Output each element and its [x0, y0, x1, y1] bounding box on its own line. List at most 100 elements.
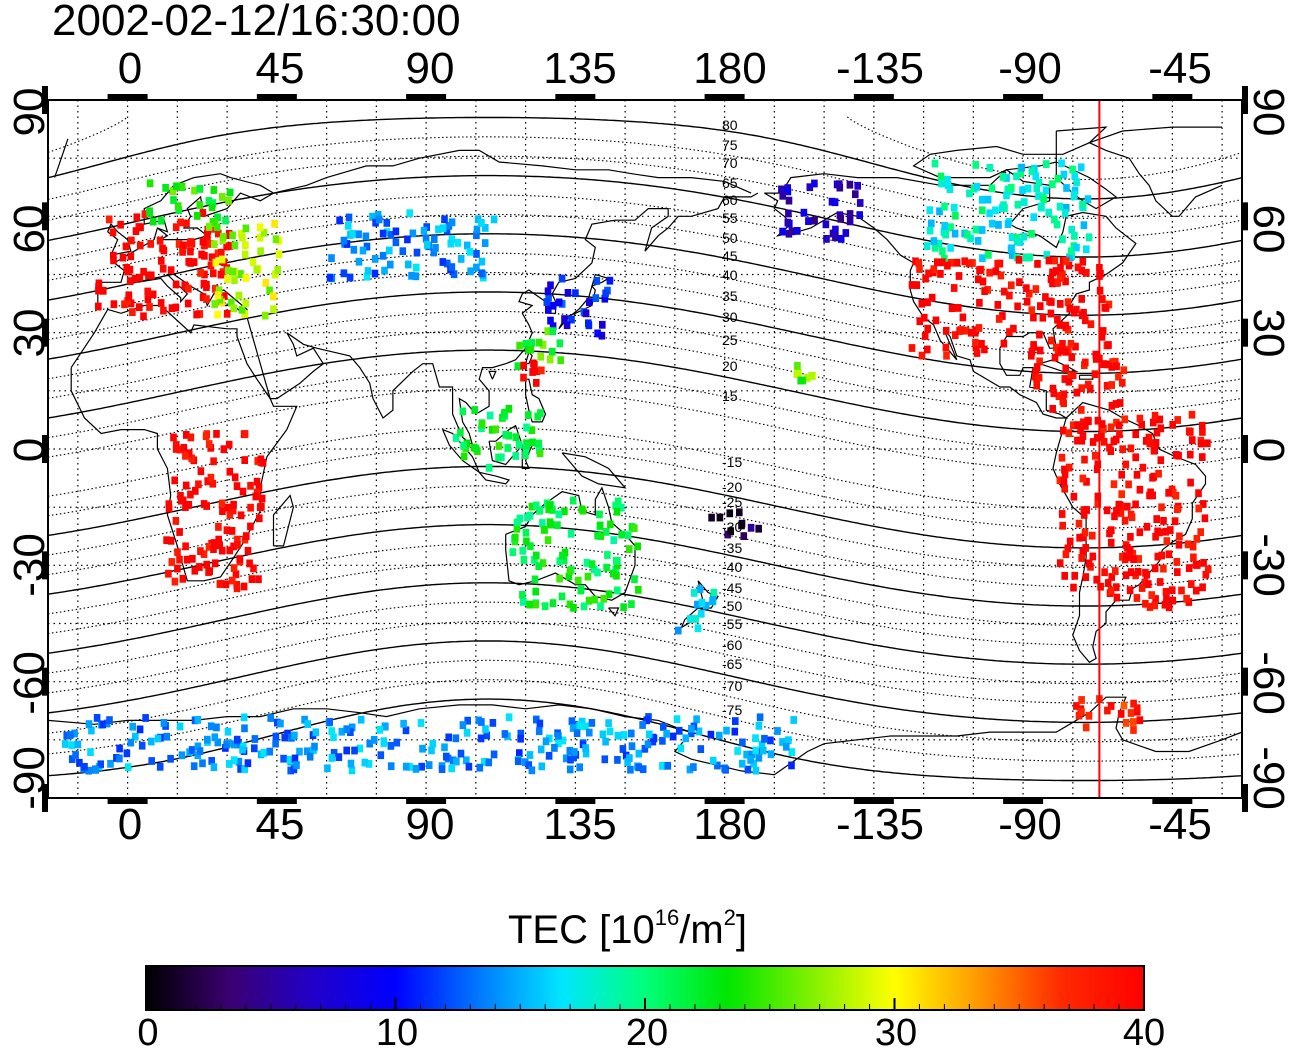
tec-cell — [560, 556, 568, 565]
tec-cell — [974, 237, 982, 245]
tec-cell — [242, 241, 249, 250]
tec-cell — [343, 746, 350, 755]
tec-cell — [351, 746, 358, 755]
tec-cell — [365, 760, 373, 768]
tec-cell — [370, 736, 378, 744]
tec-cell — [709, 756, 717, 765]
tec-cell — [721, 764, 728, 773]
tec-cell — [176, 528, 183, 536]
tec-cell — [1082, 422, 1089, 430]
tec-cell — [1063, 184, 1070, 192]
tec-cell — [383, 228, 391, 237]
tec-cell — [784, 218, 792, 227]
tec-cell — [660, 723, 667, 731]
tec-cell — [271, 270, 279, 279]
tec-cell — [1070, 492, 1078, 501]
tec-cell — [1098, 432, 1105, 441]
tec-cell — [695, 727, 703, 736]
tec-cell — [1107, 586, 1115, 595]
tec-cell — [196, 185, 204, 193]
tec-cell — [928, 219, 935, 228]
tec-cell — [1188, 410, 1196, 419]
tec-cell — [995, 221, 1002, 229]
tec-cell — [211, 285, 219, 293]
tec-cell — [1113, 507, 1120, 515]
tec-cell — [428, 746, 435, 755]
tec-cell — [359, 246, 367, 255]
tec-cell — [533, 367, 541, 376]
tec-cell — [1089, 552, 1097, 561]
tec-cell — [544, 327, 551, 336]
tec-cell — [1157, 456, 1165, 465]
tec-cell — [926, 206, 934, 215]
tec-cell — [196, 201, 204, 209]
tec-cell — [452, 434, 460, 442]
tec-cell — [211, 733, 219, 742]
tec-cell — [564, 289, 572, 297]
tec-cell — [1150, 472, 1158, 481]
tec-cell — [924, 298, 931, 307]
tec-cell — [363, 242, 371, 251]
tec-cell — [457, 428, 464, 437]
lon-tick-bar-bottom — [107, 798, 148, 804]
tec-cell — [158, 256, 165, 265]
lat-tick-bar-left — [42, 86, 48, 114]
tec-cell — [355, 257, 363, 266]
tec-cell — [1117, 509, 1125, 517]
tec-cell — [197, 269, 204, 277]
tec-cell — [267, 714, 274, 722]
tec-cell — [107, 759, 114, 768]
contour-label-south: -75 — [722, 702, 743, 718]
tec-cell — [405, 260, 412, 269]
tec-cell — [1192, 560, 1200, 569]
tec-cell — [525, 411, 532, 419]
lat-tick-left-0: 0 — [5, 437, 54, 463]
tec-cell — [95, 279, 103, 288]
tec-cell — [972, 225, 980, 234]
tec-cell — [1078, 696, 1085, 704]
tec-cell — [150, 217, 157, 226]
tec-cell — [1028, 167, 1036, 175]
tec-cell — [185, 284, 192, 293]
tec-cell — [593, 277, 601, 285]
tec-cell — [1112, 357, 1119, 366]
tec-cell — [483, 731, 491, 740]
tec-cell — [601, 294, 609, 303]
tec-cell — [1014, 302, 1021, 311]
tec-cell — [171, 476, 178, 485]
tec-cell — [188, 746, 196, 754]
tec-cell — [952, 211, 959, 220]
tec-cell — [1117, 710, 1125, 718]
tec-cell — [544, 287, 552, 296]
mlat-contour — [48, 136, 1242, 219]
tec-cell — [1030, 341, 1037, 349]
lon-tick-top-neg135: -135 — [835, 44, 925, 93]
tec-cell — [529, 368, 536, 376]
tec-cell — [962, 326, 970, 335]
tec-cell — [266, 747, 274, 756]
tec-cell — [1010, 324, 1017, 333]
tec-cell — [698, 598, 706, 607]
tec-cell — [545, 306, 552, 314]
tec-cell — [336, 216, 343, 225]
tec-cell — [559, 736, 567, 745]
tec-cell — [779, 738, 786, 746]
tec-cell — [1067, 340, 1075, 348]
tec-cell — [554, 521, 561, 530]
lat-tick-bar-right — [1242, 202, 1248, 231]
tec-cell — [226, 760, 233, 768]
tec-cell — [465, 762, 473, 771]
tec-cell — [585, 596, 593, 605]
tec-cell — [63, 731, 70, 740]
tec-cell — [1118, 470, 1125, 479]
tec-cell — [1061, 572, 1068, 580]
tec-cell — [1083, 477, 1090, 486]
tec-cell — [675, 626, 682, 635]
coastline — [558, 273, 610, 330]
tec-cell — [710, 588, 718, 597]
tec-cell — [978, 195, 986, 204]
tec-cell — [767, 750, 775, 759]
tec-cell — [364, 267, 372, 275]
tec-cell — [1068, 353, 1076, 362]
lat-tick-bar-left — [42, 202, 48, 231]
